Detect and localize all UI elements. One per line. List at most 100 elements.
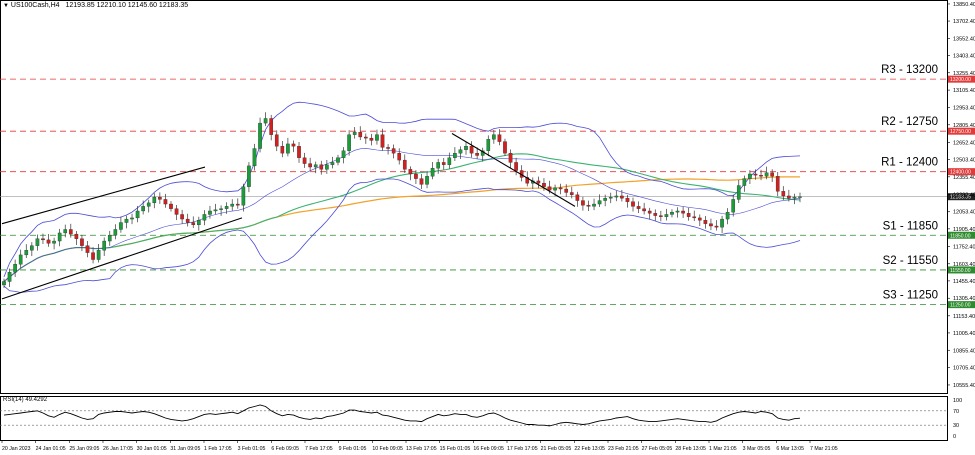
candle-body [547,186,552,191]
candle-body [7,272,12,282]
candle-body [441,162,446,165]
candle-body [636,206,641,209]
candle-body [308,163,312,168]
collapse-triangle-icon[interactable]: ▼ [3,3,9,9]
price-tick-label: 12355.40 [953,175,975,181]
moving-average-slow-line [3,176,801,282]
candle-body [169,203,173,209]
candle-body [692,216,697,219]
candle-body [208,210,212,215]
candle-body [497,134,502,142]
candle-body [224,206,229,209]
level-price-tag [948,127,975,135]
candle-body [185,218,190,223]
candle-body [202,214,207,221]
time-tick-label: 25 Jan 09:05 [69,446,99,452]
candle-body [158,196,162,200]
level-label: R2 - 12750 [881,116,938,128]
candle-body [542,183,546,187]
rsi-tick-label: 70 [953,409,959,415]
chart-header: ▼ US100Cash,H4 12193.85 12210.10 12145.6… [3,2,188,9]
time-tick-label: 22 Feb 13:05 [574,446,605,452]
candle-body [269,118,274,135]
candle-body [748,173,752,179]
level-price-tag [948,231,975,239]
ohlc-values: 12193.85 12210.10 12145.60 12183.35 [65,2,189,9]
candle-body [558,187,563,190]
candle-body [258,122,262,149]
rsi-panel: 100 70 30 0 [0,398,962,440]
time-axis: 20 Jan 2023 24 Jan 01:05 25 Jan 09:05 26 Ja… [1,440,838,452]
candle-body [119,222,123,230]
candle-body [291,143,296,147]
candle-body [414,173,418,179]
candle-body [642,208,646,212]
candle-body [313,164,318,168]
candle-body [408,169,413,175]
price-tick-label: 13255.40 [953,71,975,77]
candle-body [430,168,435,177]
bollinger-upper-band [3,101,801,278]
candle-body [319,164,324,170]
price-tick-label: 13552.40 [953,36,975,42]
candle-body [659,215,663,217]
candle-body [263,118,268,124]
candle-body [464,146,468,150]
candle-body [425,176,429,185]
candle-body [85,245,90,253]
candle-body [742,178,747,186]
time-tick-label: 3 Mar 05:05 [743,446,771,452]
level-price-tag-text: 12400.00 [950,170,971,176]
bollinger-middle-band [3,147,801,282]
candle-body [124,218,129,223]
candle-body [419,178,424,185]
price-tick-label: 11005.40 [953,331,975,337]
time-tick-label: 28 Feb 13:05 [675,446,706,452]
candle-body [553,187,557,191]
candle-body [608,196,613,199]
candle-body [475,153,479,156]
candle-body [369,137,374,141]
candle-body [736,185,741,200]
downtrend-line [451,133,576,207]
candle-body [107,235,112,242]
time-tick-label: 21 Feb 05:05 [541,446,572,452]
candle-body [436,162,440,169]
candle-body [731,199,736,213]
candle-body [241,186,246,206]
candle-body [297,146,301,158]
candle-body [352,132,357,135]
rsi-frame [0,396,948,441]
price-tick-label: 10555.40 [953,383,975,389]
level-price-tag [948,266,975,274]
candle-body [798,196,802,198]
candle-body [274,134,279,147]
candle-body [391,148,396,154]
candle-body [135,210,140,219]
candle-body [74,233,79,239]
level-label: R3 - 13200 [881,64,938,76]
indicators [3,101,801,293]
candle-body [46,239,51,244]
price-tick-label: 13850.40 [953,2,975,8]
candle-body [759,174,763,177]
time-tick-label: 31 Jan 09:05 [170,446,200,452]
candle-body [402,159,407,170]
candle-body [380,134,385,148]
candle-body [130,217,134,220]
candle-body [252,148,257,167]
candle-body [341,150,346,158]
time-tick-label: 20 Jan 2023 [2,446,31,452]
candle-body [213,209,218,212]
time-tick-label: 24 Jan 01:05 [36,446,66,452]
time-tick-label: 30 Jan 01:05 [137,446,167,452]
price-tick-label: 12503.40 [953,158,975,164]
price-tick-label: 11305.40 [953,296,975,302]
level-label: R1 - 12400 [881,157,938,169]
candle-body [764,172,769,177]
candle-body [625,198,630,202]
candle-body [631,201,635,207]
candle-body [80,238,84,246]
candle-body [330,162,335,165]
